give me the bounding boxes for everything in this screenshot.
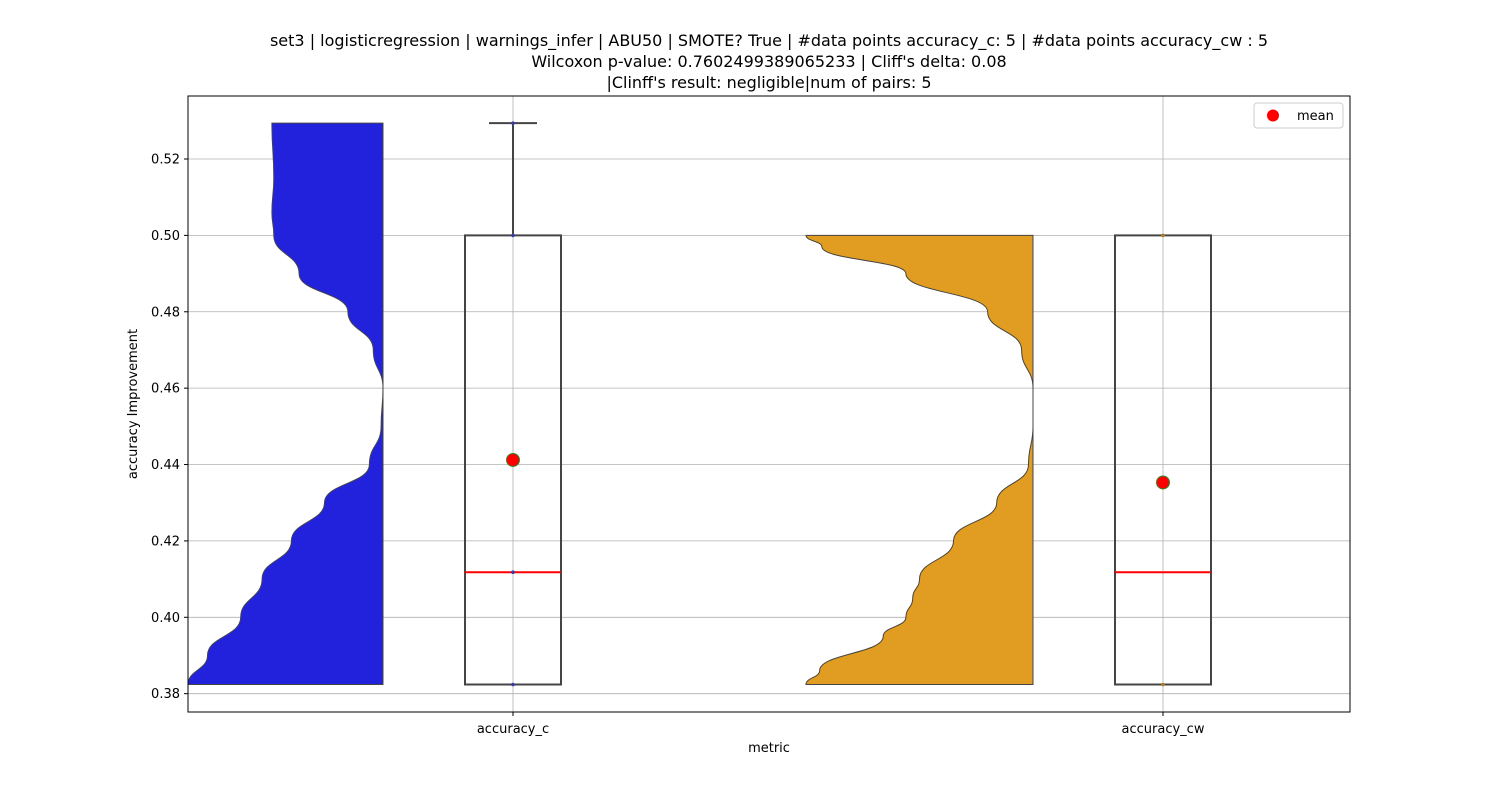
legend: mean	[1253, 102, 1344, 129]
y-tick-label-1: 0.40	[151, 611, 180, 626]
violin-accuracy_c	[187, 122, 384, 685]
data-point-accuracy_c-2	[511, 233, 515, 238]
violins	[187, 122, 1034, 685]
legend-label: mean	[1297, 109, 1334, 124]
legend-box	[1253, 102, 1344, 129]
data-point-accuracy_cw-0	[1161, 682, 1165, 687]
y-axis: 0.38 0.40 0.42 0.44 0.46 0.48 0.50 0.52	[151, 153, 188, 702]
plot-frame	[187, 95, 1351, 713]
data-point-accuracy_cw-1	[1161, 233, 1165, 238]
x-axis: accuracy_c accuracy_cw	[477, 712, 1205, 737]
y-tick-label-6: 0.50	[151, 229, 180, 244]
boxplots	[464, 121, 1212, 687]
y-axis-label: accuracy Improvement	[126, 329, 141, 479]
y-tick-label-5: 0.48	[151, 305, 180, 320]
mean-marker-accuracy_c	[506, 452, 520, 467]
y-tick-label-3: 0.44	[151, 458, 180, 473]
y-tick-label-7: 0.52	[151, 153, 180, 168]
y-tick-label-4: 0.46	[151, 382, 180, 397]
title-line-2: Wilcoxon p-value: 0.7602499389065233 | C…	[531, 52, 1006, 71]
legend-mean-marker	[1267, 109, 1279, 122]
violin-accuracy_cw	[805, 234, 1034, 685]
title-line-1: set3 | logisticregression | warnings_inf…	[270, 31, 1268, 51]
data-point-accuracy_c-0	[511, 682, 515, 687]
y-tick-label-2: 0.42	[151, 534, 180, 549]
mean-marker-accuracy_cw	[1156, 475, 1170, 490]
x-tick-label-accuracy_cw: accuracy_cw	[1122, 722, 1205, 737]
x-axis-label: metric	[748, 741, 790, 756]
x-tick-label-accuracy_c: accuracy_c	[477, 722, 549, 737]
chart-title: set3 | logisticregression | warnings_inf…	[270, 31, 1268, 92]
data-point-accuracy_c-3	[511, 121, 515, 125]
title-line-3: |Clinff's result: negligible|num of pair…	[606, 73, 931, 92]
data-point-accuracy_c-1	[511, 570, 515, 575]
y-tick-label-0: 0.38	[151, 687, 180, 702]
